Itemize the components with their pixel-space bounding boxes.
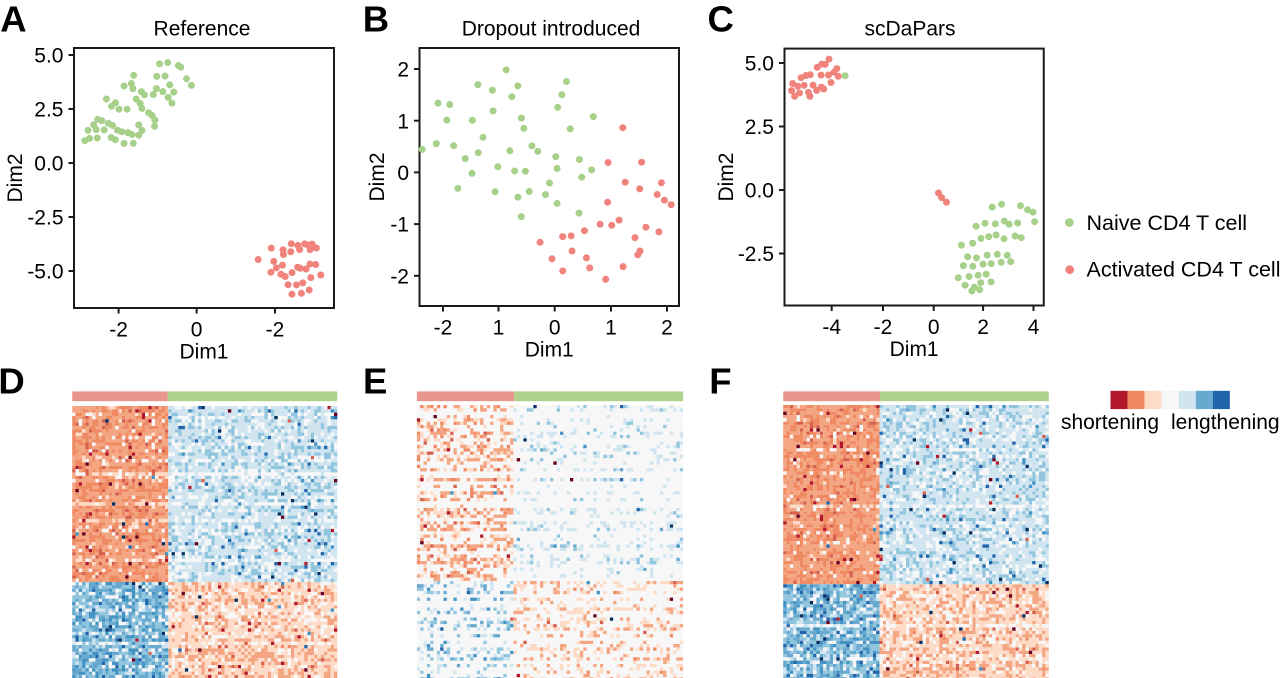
svg-text:Dim2: Dim2	[715, 153, 738, 202]
svg-text:0.0: 0.0	[34, 153, 63, 176]
svg-text:-1: -1	[390, 214, 409, 237]
svg-text:2.5: 2.5	[745, 116, 774, 139]
svg-text:C: C	[708, 0, 734, 40]
svg-text:1: 1	[493, 317, 505, 340]
svg-text:0: 0	[397, 162, 409, 185]
svg-text:Naive CD4 T cell: Naive CD4 T cell	[1087, 211, 1248, 235]
svg-text:D: D	[0, 361, 25, 402]
svg-text:Dropout introduced: Dropout introduced	[462, 17, 641, 40]
svg-text:lengthening: lengthening	[1171, 411, 1280, 434]
svg-text:-2.5: -2.5	[738, 243, 774, 266]
svg-text:-5.0: -5.0	[27, 261, 63, 284]
svg-text:scDaPars: scDaPars	[864, 17, 955, 40]
svg-text:E: E	[363, 361, 387, 402]
svg-text:F: F	[709, 361, 731, 402]
svg-text:5.0: 5.0	[34, 45, 63, 68]
svg-text:B: B	[363, 0, 389, 40]
svg-text:4: 4	[1028, 316, 1040, 339]
svg-text:-2: -2	[874, 316, 893, 339]
svg-text:-4: -4	[822, 316, 841, 339]
svg-text:0.0: 0.0	[745, 180, 774, 203]
svg-text:2: 2	[977, 316, 989, 339]
svg-text:Activated CD4 T cell: Activated CD4 T cell	[1087, 258, 1280, 282]
svg-text:-2: -2	[109, 319, 128, 342]
svg-text:Dim1: Dim1	[179, 340, 228, 363]
svg-text:-2: -2	[266, 319, 285, 342]
svg-text:-2.5: -2.5	[27, 207, 63, 230]
svg-text:1: 1	[605, 317, 617, 340]
svg-text:Dim1: Dim1	[525, 338, 574, 361]
svg-text:2: 2	[661, 317, 673, 340]
svg-text:Dim2: Dim2	[4, 153, 27, 202]
svg-text:shortening: shortening	[1061, 411, 1159, 434]
svg-text:Reference: Reference	[154, 17, 251, 40]
svg-text:0: 0	[928, 316, 940, 339]
svg-text:1: 1	[397, 110, 409, 133]
svg-text:0: 0	[549, 317, 561, 340]
svg-text:Dim1: Dim1	[890, 338, 939, 361]
svg-text:0: 0	[191, 319, 203, 342]
svg-text:Dim2: Dim2	[366, 152, 389, 201]
svg-text:-2: -2	[434, 317, 453, 340]
svg-text:2: 2	[397, 59, 409, 82]
svg-text:5.0: 5.0	[745, 53, 774, 76]
svg-text:2.5: 2.5	[34, 99, 63, 122]
svg-text:-2: -2	[390, 265, 409, 288]
svg-text:A: A	[0, 0, 26, 40]
